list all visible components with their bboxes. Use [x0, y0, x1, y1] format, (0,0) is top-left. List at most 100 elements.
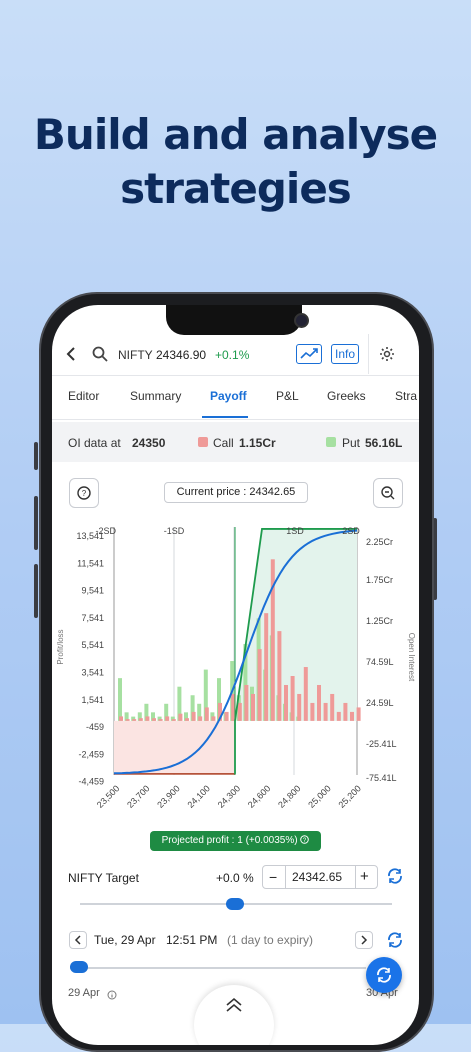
y-right-tick-label: -75.41L	[366, 773, 397, 783]
call-oi-bar	[343, 702, 348, 721]
next-date-button[interactable]	[355, 931, 373, 949]
oi-strike[interactable]: 24350	[132, 436, 166, 450]
chevron-left-icon	[74, 935, 81, 945]
tab-greeks[interactable]: Greeks	[327, 389, 366, 403]
zoom-out-button[interactable]	[373, 478, 403, 508]
chevron-right-icon	[361, 935, 368, 945]
call-oi-bar	[185, 718, 189, 721]
decrement-button[interactable]: −	[269, 869, 278, 885]
increment-button[interactable]: +	[360, 868, 369, 885]
put-oi-bar	[177, 686, 182, 721]
target-percent[interactable]: +0.0 %	[216, 871, 254, 885]
put-label: Put	[342, 436, 361, 450]
symbol-name[interactable]: NIFTY	[118, 348, 153, 362]
chevron-up-icon	[226, 997, 242, 1012]
today-payoff-curve	[113, 529, 358, 775]
bottom-sheet-handle[interactable]	[194, 985, 274, 1045]
chart-trend-icon[interactable]	[296, 344, 322, 364]
put-oi-bar	[157, 716, 162, 721]
help-icon: ?	[77, 486, 91, 500]
info-button[interactable]: Info	[331, 344, 360, 364]
headline: Build and analyse strategies	[0, 108, 471, 216]
phone-volume-up	[34, 496, 38, 550]
payoff-chart[interactable]: 13,541 11,541 9,541 7,541 5,541 3,541 1,541 -45…	[52, 517, 419, 829]
y-left-tick-label: 3,541	[81, 668, 104, 678]
put-oi-bar	[151, 712, 155, 721]
y-left-tick-label: 11,541	[77, 558, 104, 568]
svg-text:?: ?	[82, 489, 87, 498]
put-oi-bar	[170, 716, 175, 721]
call-oi-bar	[330, 693, 335, 721]
tab-pnl[interactable]: P&L	[276, 389, 299, 403]
y-left-tick-label: 1,541	[81, 695, 104, 705]
x-tick-label: 23,500	[95, 783, 122, 810]
call-oi-bar	[251, 693, 255, 721]
date-slider-track[interactable]	[70, 967, 366, 969]
x-tick-label: 25,000	[306, 783, 333, 810]
gear-icon[interactable]	[379, 346, 395, 367]
info-icon	[107, 987, 117, 1005]
divider	[285, 866, 286, 888]
put-oi-bar	[124, 712, 129, 721]
put-oi-bar	[217, 678, 221, 721]
target-value-input[interactable]: 24342.65	[292, 870, 343, 884]
expiry-note: (1 day to expiry)	[227, 933, 314, 947]
y-left-tick-label: 9,541	[81, 586, 104, 596]
active-tab-indicator	[202, 416, 248, 418]
y-axis-title-right: Open Interest	[407, 633, 416, 682]
headline-line-1: Build and analyse	[33, 110, 438, 159]
svg-text:?: ?	[303, 838, 307, 844]
y-left-tick-label: 7,541	[81, 613, 104, 623]
put-oi-bar	[164, 703, 169, 721]
date-slider-thumb[interactable]	[70, 961, 88, 973]
back-icon[interactable]	[66, 347, 76, 366]
y-right-tick-label: 2.25Cr	[366, 537, 393, 547]
call-oi-bar	[317, 684, 321, 721]
tab-editor[interactable]: Editor	[68, 389, 100, 403]
call-oi-bar	[204, 707, 209, 721]
sd-label: 2SD	[342, 526, 360, 536]
date-start-label: 29 Apr	[68, 987, 100, 999]
call-oi-bar	[132, 719, 137, 721]
put-oi-bar	[197, 703, 202, 721]
y-left-tick-label: -459	[86, 722, 104, 732]
tab-bar: Editor Summary Payoff P&L Greeks Stra	[52, 375, 419, 420]
y-right-tick-label: 24.59L	[366, 698, 394, 708]
call-oi-bar	[290, 676, 295, 721]
sd-label: 1SD	[286, 526, 304, 536]
call-oi-bar	[310, 702, 315, 721]
zoom-out-icon	[381, 486, 395, 500]
put-oi-bar	[184, 712, 188, 721]
call-oi-bar	[158, 719, 163, 721]
sd-label: -1SD	[164, 526, 185, 536]
put-oi-bar	[190, 695, 195, 721]
put-swatch	[326, 437, 336, 447]
tab-payoff[interactable]: Payoff	[210, 389, 247, 403]
put-oi-bar	[131, 716, 136, 721]
target-slider-thumb[interactable]	[226, 898, 244, 910]
oi-label: OI data at	[68, 436, 121, 450]
refresh-fab[interactable]	[366, 957, 402, 993]
tab-strategies[interactable]: Stra	[395, 389, 418, 403]
call-oi-bar	[356, 707, 361, 721]
camera-icon	[294, 313, 309, 328]
tab-summary[interactable]: Summary	[130, 389, 182, 403]
date-value[interactable]: Tue, 29 Apr	[94, 933, 156, 947]
help-button[interactable]: ?	[69, 478, 99, 508]
y-axis-title-left: Profit/loss	[56, 629, 65, 664]
reset-date-icon[interactable]	[386, 931, 404, 954]
reset-target-icon[interactable]	[386, 867, 404, 890]
search-icon[interactable]	[92, 346, 108, 367]
sd-label: -2SD	[95, 526, 116, 536]
put-oi-bar	[243, 643, 248, 721]
phone-power-button	[433, 518, 437, 600]
call-oi-bar	[303, 667, 308, 721]
time-value[interactable]: 12:51 PM	[166, 933, 218, 947]
call-oi-bar	[165, 716, 170, 721]
prev-date-button[interactable]	[69, 931, 87, 949]
call-value: 1.15Cr	[239, 436, 276, 450]
call-oi-bar	[297, 693, 302, 721]
call-oi-bar	[191, 711, 196, 721]
call-oi-bar	[257, 649, 262, 721]
current-price-badge: Current price : 24342.65	[164, 482, 308, 503]
